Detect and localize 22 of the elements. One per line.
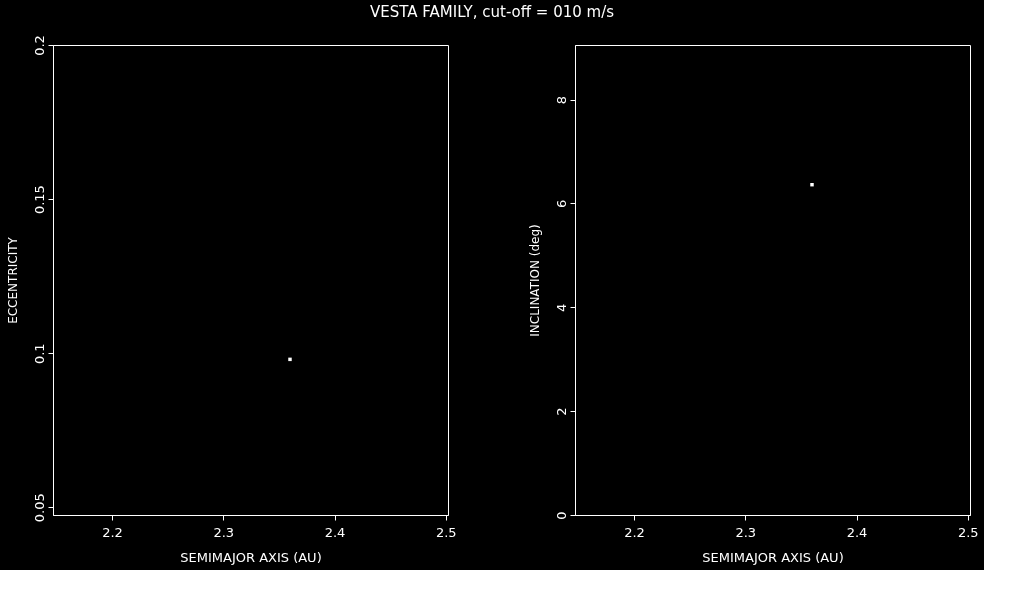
x-tick-label: 2.4 — [324, 524, 346, 540]
y-tick-label: 0.1 — [31, 343, 47, 365]
x-tick-label: 2.2 — [102, 524, 123, 540]
x-axis-title: SEMIMAJOR AXIS (AU) — [180, 549, 322, 565]
y-tick-label: 4 — [553, 303, 569, 312]
x-tick-label: 2.5 — [435, 524, 457, 540]
x-axis-title: SEMIMAJOR AXIS (AU) — [702, 549, 844, 565]
y-tick-label: 6 — [553, 199, 569, 209]
x-tick-label: 2.2 — [624, 524, 645, 540]
y-tick-label: 8 — [553, 95, 569, 105]
x-tick-label: 2.3 — [735, 524, 757, 540]
y-tick-label: 0 — [553, 511, 569, 520]
y-tick-label: 0.2 — [31, 35, 47, 56]
y-tick-label: 0.15 — [31, 185, 47, 215]
x-tick-label: 2.3 — [213, 524, 235, 540]
x-tick-label: 2.5 — [957, 524, 979, 540]
text: VESTA FAMILY, cut-off = 010 m/s — [370, 3, 615, 22]
y-axis-title: INCLINATION (deg) — [527, 224, 542, 337]
y-axis-title: ECCENTRICITY — [5, 236, 20, 324]
y-tick-label: 0.05 — [31, 493, 47, 523]
y-tick-label: 2 — [553, 407, 569, 416]
x-tick-label: 2.4 — [846, 524, 868, 540]
